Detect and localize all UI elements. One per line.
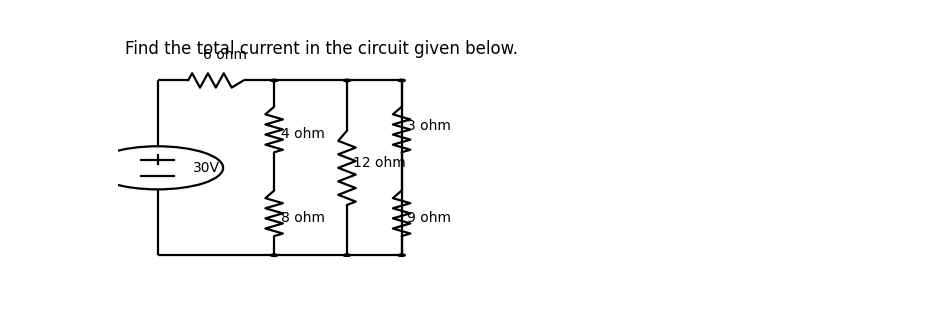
Text: 30V: 30V [193,161,220,175]
Text: 9 ohm: 9 ohm [407,211,451,225]
Circle shape [398,254,405,257]
Text: 12 ohm: 12 ohm [352,156,405,170]
Text: 4 ohm: 4 ohm [281,127,324,141]
Circle shape [343,254,351,257]
Text: 3 ohm: 3 ohm [407,119,451,133]
Circle shape [398,79,405,81]
Circle shape [271,254,278,257]
Circle shape [343,79,351,81]
Text: 8 ohm: 8 ohm [281,211,324,225]
Circle shape [271,79,278,81]
Text: Find the total current in the circuit given below.: Find the total current in the circuit gi… [125,40,518,58]
Text: 6 ohm: 6 ohm [203,49,247,63]
